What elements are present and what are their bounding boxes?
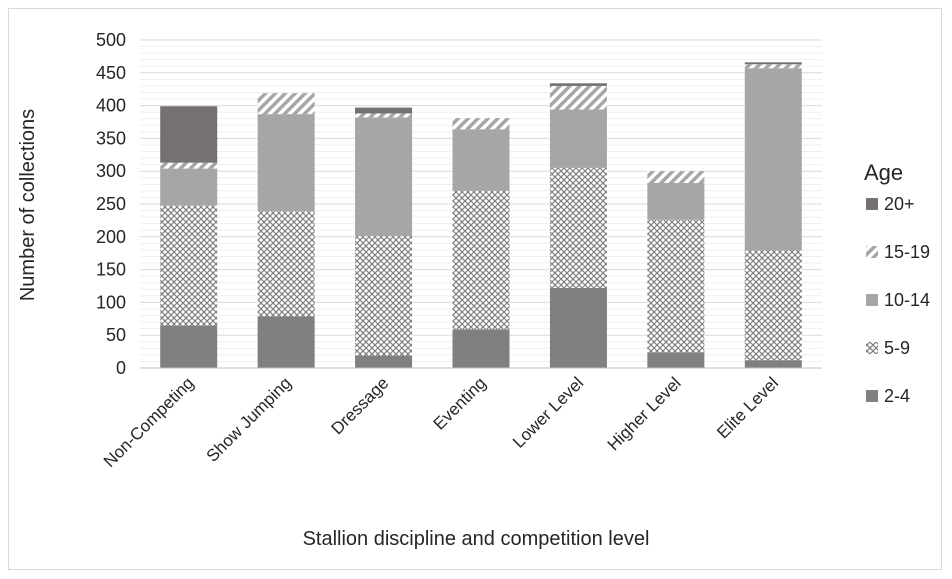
x-axis-label: Stallion discipline and competition leve… (303, 528, 650, 550)
legend-swatch (866, 342, 878, 354)
bar-segment-20plus (549, 83, 607, 86)
y-tick-label: 400 (96, 96, 126, 116)
y-tick-label: 500 (96, 30, 126, 50)
bar-segment-10-14 (549, 109, 607, 168)
bar-segment-5-9 (744, 250, 802, 361)
bar-segment-2-4 (355, 355, 413, 368)
legend-swatch (866, 246, 878, 258)
legend-swatch (866, 390, 878, 402)
legend-swatch (866, 294, 878, 306)
bar-segment-2-4 (452, 329, 510, 368)
bar-segment-2-4 (160, 325, 218, 368)
legend-swatch (866, 198, 878, 210)
bar-segment-5-9 (549, 167, 607, 288)
bar-segment-15-19 (257, 93, 315, 115)
legend: Age 20+ 15-19 10-14 5-9 2-4 (864, 160, 930, 406)
legend-label: 15-19 (884, 242, 930, 262)
bar-segment-5-9 (160, 205, 218, 326)
bar-segment-2-4 (647, 352, 705, 368)
bar-segment-5-9 (647, 219, 705, 353)
y-tick-label: 250 (96, 194, 126, 214)
legend-label: 20+ (884, 194, 915, 214)
bar-segment-20plus (160, 106, 218, 163)
x-tick-label: Eventing (430, 373, 490, 433)
bar-segment-20plus (744, 62, 802, 65)
bar-segment-2-4 (257, 316, 315, 368)
bar-segment-10-14 (647, 183, 705, 220)
bar-segment-15-19 (549, 85, 607, 110)
y-tick-label: 150 (96, 260, 126, 280)
y-tick-label: 100 (96, 292, 126, 312)
bar-segment-10-14 (744, 68, 802, 251)
bar-segment-5-9 (355, 236, 413, 356)
bar-segment-5-9 (452, 190, 510, 330)
bar-segment-10-14 (257, 114, 315, 212)
bar-segment-5-9 (257, 211, 315, 317)
bar-segment-15-19 (452, 118, 510, 130)
y-tick-label: 350 (96, 128, 126, 148)
x-tick-label: Elite Level (713, 373, 782, 442)
bar-segment-10-14 (160, 168, 218, 206)
bar-segment-2-4 (744, 360, 802, 368)
bar-segment-10-14 (355, 117, 413, 237)
legend-label: 5-9 (884, 338, 910, 358)
bar-segment-2-4 (549, 287, 607, 368)
x-tick-label: Lower Level (509, 373, 587, 451)
x-tick-label: Higher Level (604, 373, 685, 454)
bar-segment-15-19 (355, 113, 413, 118)
y-tick-label: 300 (96, 161, 126, 181)
y-tick-label: 0 (116, 358, 126, 378)
bar-segment-20plus (355, 107, 413, 114)
bar-segment-15-19 (647, 171, 705, 184)
legend-label: 10-14 (884, 290, 930, 310)
bar-segment-15-19 (160, 162, 218, 169)
legend-title: Age (864, 160, 903, 185)
y-tick-label: 450 (96, 63, 126, 83)
x-tick-label: Non-Competing (100, 373, 198, 471)
x-tick-label: Dressage (328, 373, 393, 438)
y-tick-label: 50 (106, 325, 126, 345)
bar-segment-10-14 (452, 129, 510, 191)
bars (160, 62, 802, 368)
legend-label: 2-4 (884, 386, 910, 406)
y-tick-label: 200 (96, 227, 126, 247)
x-tick-label: Show Jumping (203, 373, 295, 465)
y-axis-label: Number of collections (17, 109, 39, 301)
bar-segment-15-19 (744, 64, 802, 69)
